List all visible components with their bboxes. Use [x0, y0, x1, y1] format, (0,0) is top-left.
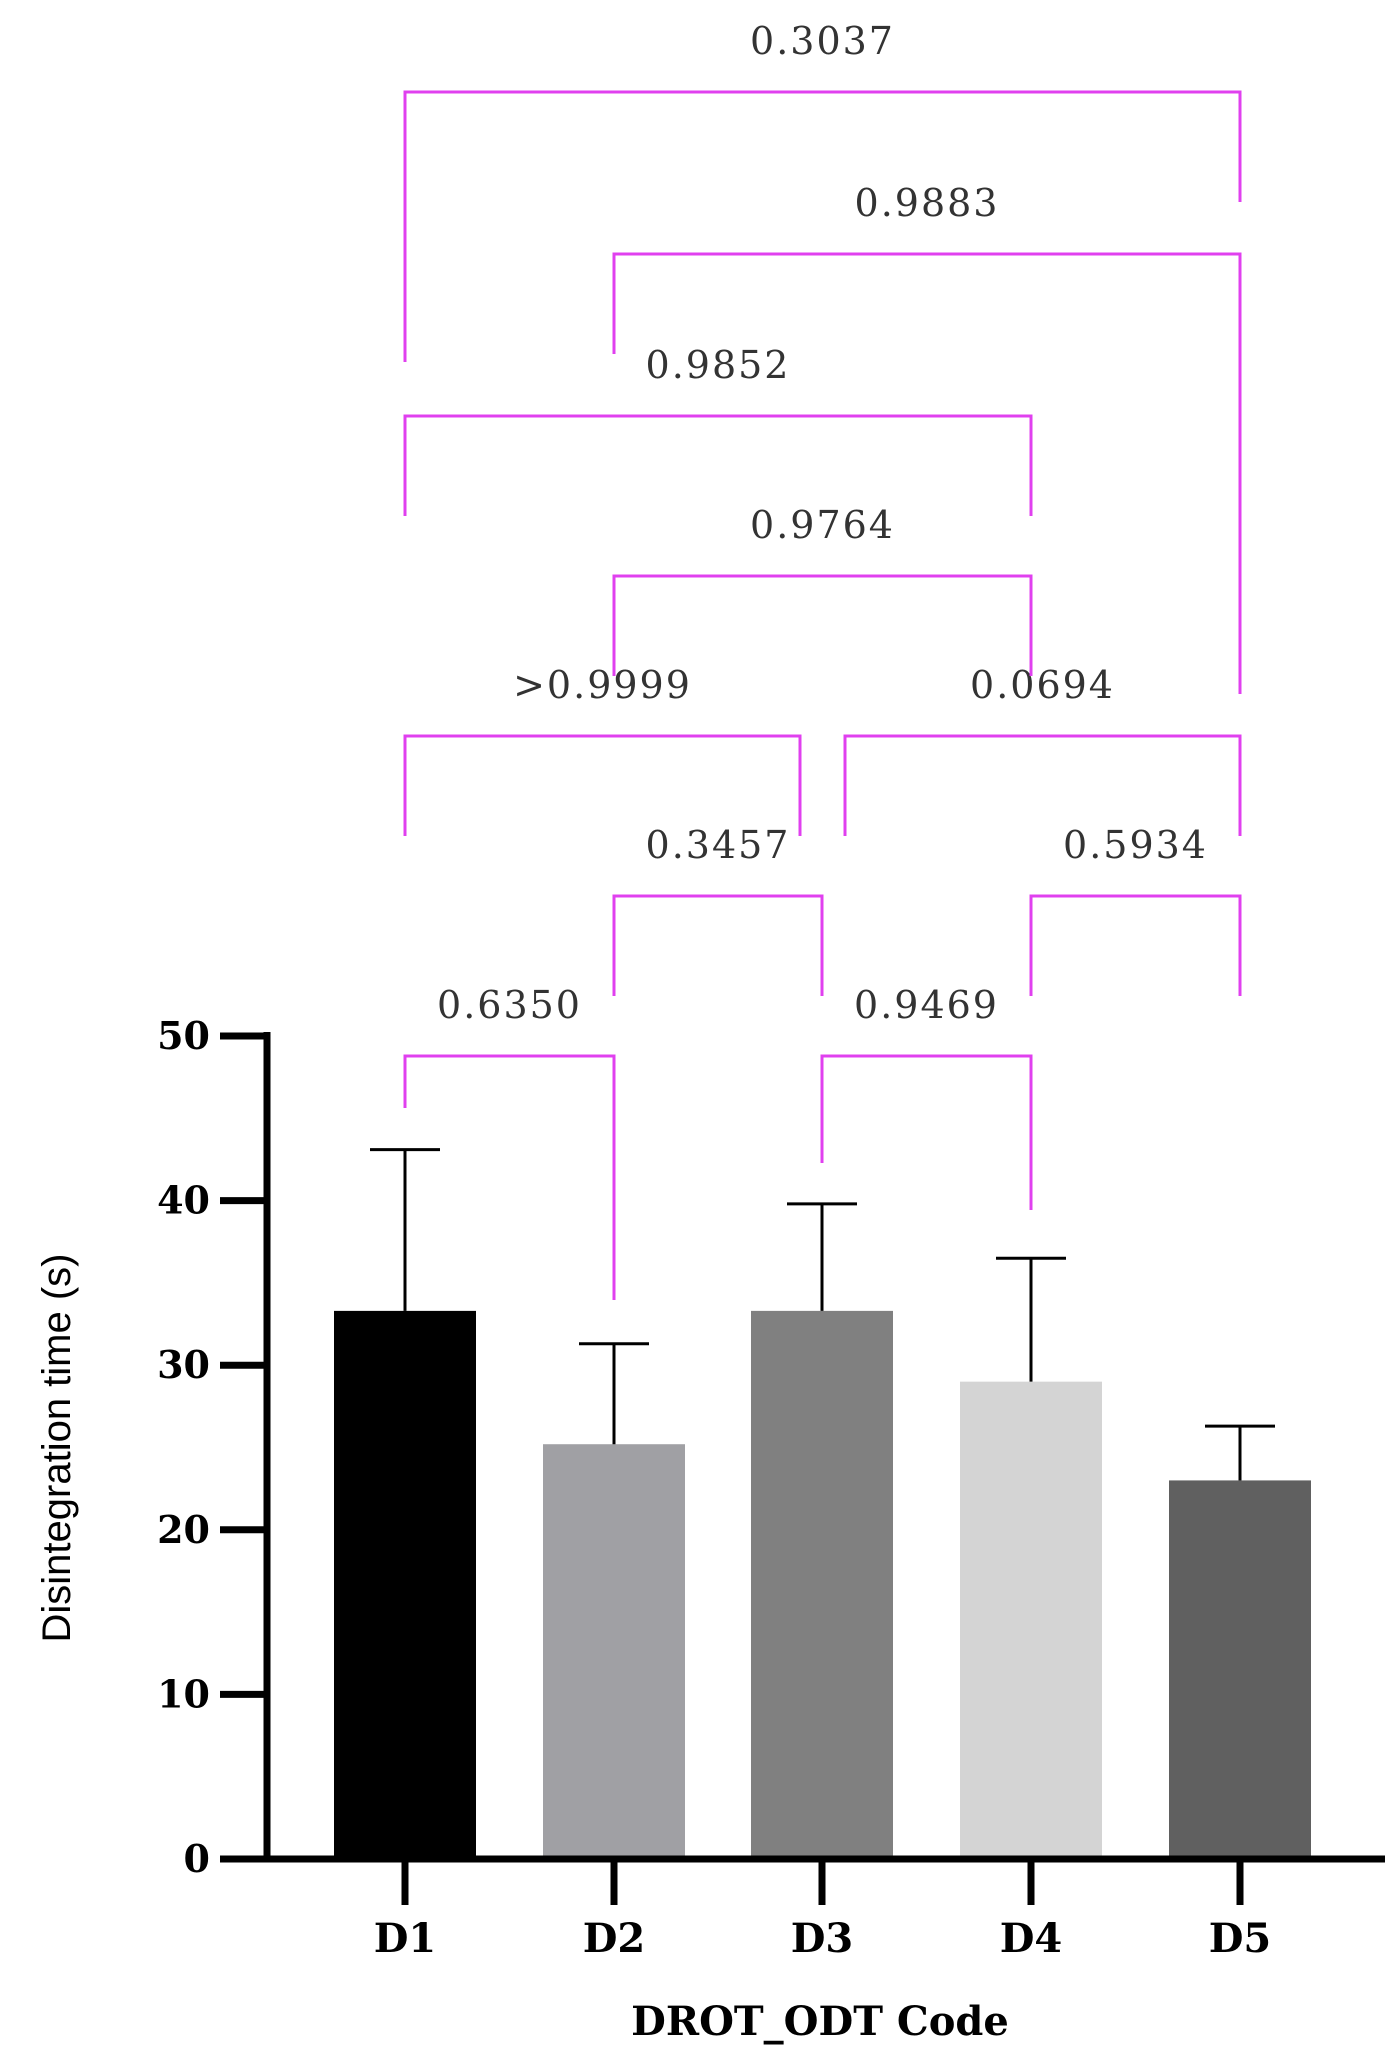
bar-d3: [751, 1310, 893, 1859]
p-value-d2-d3: 0.3457: [646, 823, 791, 867]
bracket-d3-d4: [820, 1054, 1033, 1210]
bracket-d1-d4: [403, 414, 1033, 516]
significance-brackets: 0.6350 0.9469 0.3457 0.5934 >0.9999 0.0694 0.9…: [403, 19, 1242, 1300]
y-tick-label: 40: [157, 1178, 210, 1223]
p-value-d2-d4: 0.9764: [750, 503, 895, 547]
p-value-d3-d4: 0.9469: [854, 983, 999, 1027]
y-tick-label: 0: [184, 1836, 210, 1881]
p-value-d2-d5: 0.9883: [855, 181, 1000, 225]
bracket-d2-d5: [612, 252, 1242, 694]
p-value-d1-d2: 0.6350: [437, 983, 582, 1027]
bracket-d3-d5: [843, 734, 1242, 836]
bracket-d4-d5: [1029, 894, 1242, 996]
bracket-d2-d3: [612, 894, 824, 996]
bracket-d1-d5: [403, 90, 1242, 362]
x-tick-label: D2: [583, 1915, 646, 1962]
y-tick-label: 50: [157, 1013, 210, 1058]
y-tick-label: 20: [157, 1507, 210, 1552]
p-value-d1-d4: 0.9852: [646, 343, 791, 387]
y-ticks: 0 10 20 30 40 50: [157, 1013, 267, 1881]
bars: [334, 1310, 1311, 1859]
bar-d2: [543, 1444, 685, 1859]
p-value-d1-d3: >0.9999: [513, 663, 692, 707]
bracket-d1-d2: [403, 1054, 616, 1300]
bar-d4: [960, 1381, 1102, 1859]
x-tick-label: D5: [1209, 1915, 1272, 1962]
x-axis-title: DROT_ODT Code: [631, 1998, 1009, 2045]
p-value-d3-d5: 0.0694: [970, 663, 1115, 707]
p-value-d1-d5: 0.3037: [750, 19, 895, 63]
y-axis-title: Disintegration time (s): [35, 1253, 79, 1642]
x-tick-label: D4: [1000, 1915, 1063, 1962]
bar-d1: [334, 1310, 476, 1859]
y-tick-label: 10: [157, 1671, 210, 1716]
p-value-d4-d5: 0.5934: [1063, 823, 1208, 867]
bracket-d2-d4: [612, 574, 1033, 676]
x-ticks: D1 D2 D3 D4 D5: [374, 1859, 1272, 1962]
bar-d5: [1169, 1480, 1311, 1859]
bracket-d1-d3: [403, 734, 802, 836]
y-tick-label: 30: [157, 1342, 210, 1387]
error-bars: [370, 1148, 1275, 1481]
x-tick-label: D1: [374, 1915, 437, 1962]
x-tick-label: D3: [791, 1915, 854, 1962]
